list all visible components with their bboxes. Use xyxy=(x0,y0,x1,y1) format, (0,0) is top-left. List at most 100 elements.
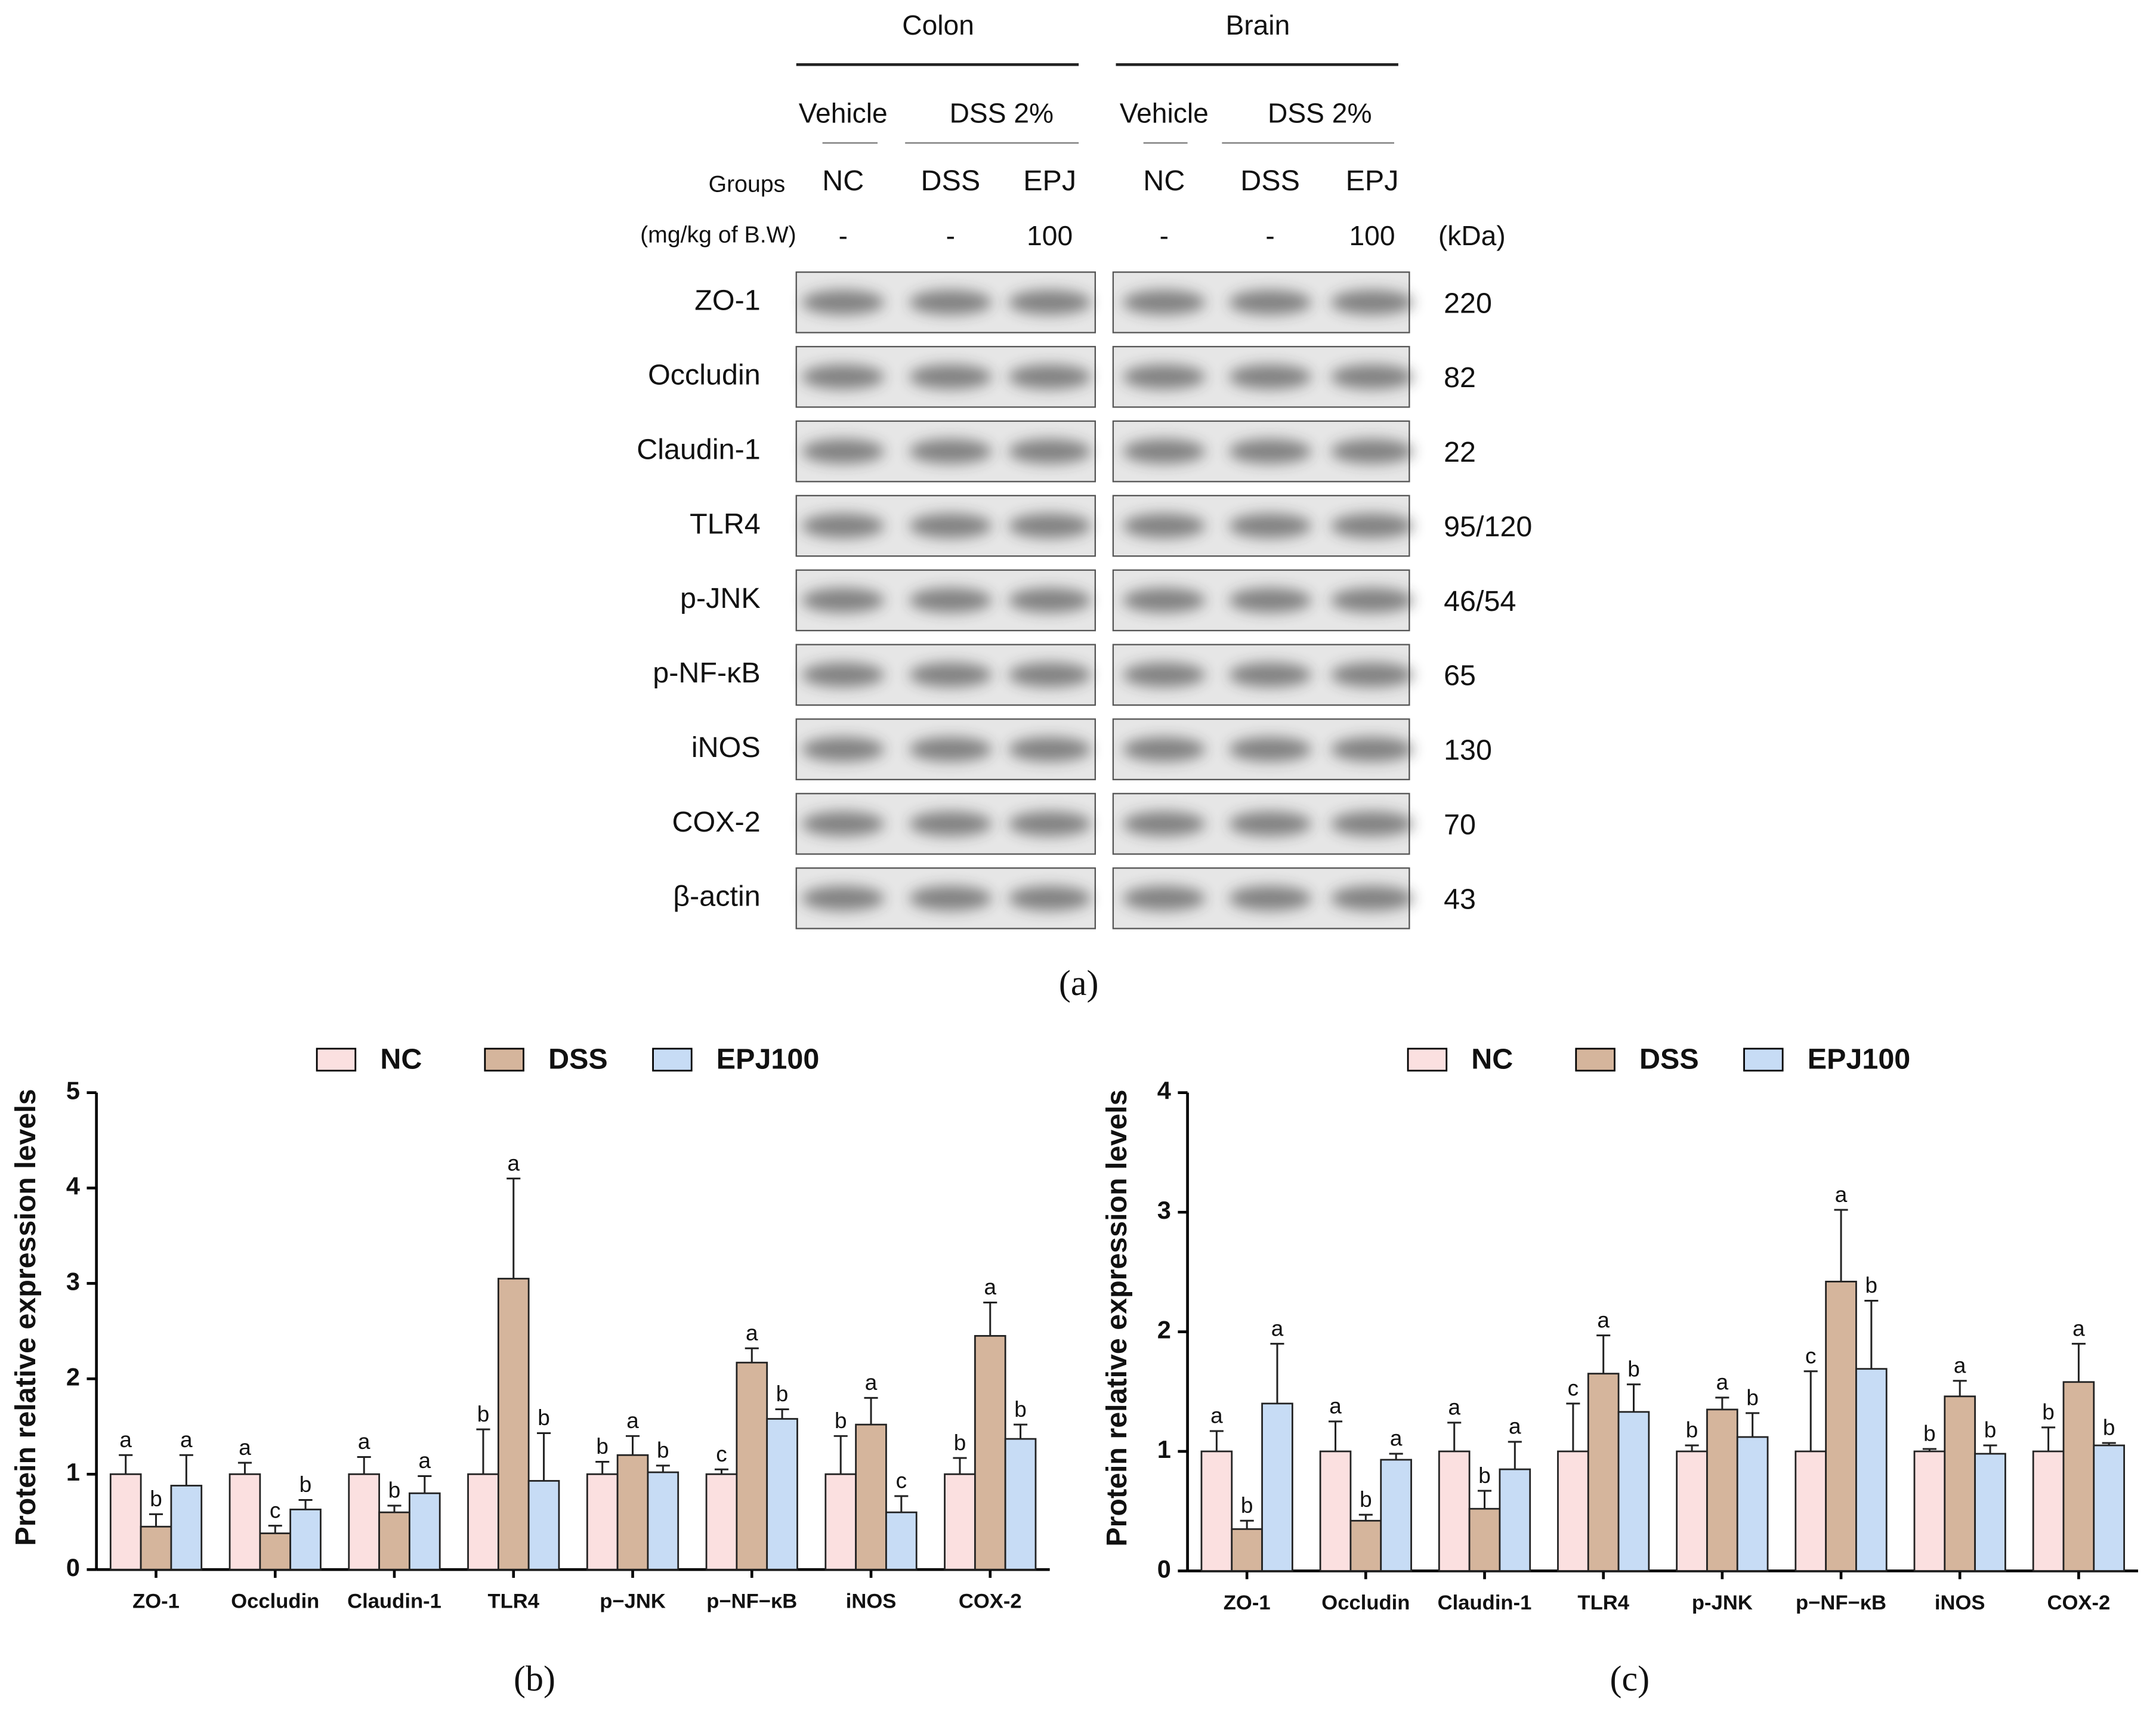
error-bar xyxy=(1803,1370,1818,1452)
band xyxy=(909,438,992,464)
bar xyxy=(1855,1368,1888,1572)
bar xyxy=(1974,1453,2006,1572)
bar xyxy=(1736,1436,1769,1572)
error-bar xyxy=(418,1475,432,1494)
error-bar xyxy=(1477,1490,1492,1509)
bar xyxy=(586,1473,619,1571)
band xyxy=(1123,290,1206,315)
x-tick-label: TLR4 xyxy=(1577,1592,1629,1614)
significance-letter: c xyxy=(1805,1343,1816,1368)
significance-letter: a xyxy=(419,1448,431,1473)
significance-letter: a xyxy=(984,1275,997,1299)
protein-label: iNOS xyxy=(691,731,761,764)
band xyxy=(909,588,992,613)
error-bar xyxy=(595,1460,610,1475)
significance-letter: a xyxy=(1271,1316,1284,1340)
lane-label: DSS xyxy=(1240,165,1300,197)
protein-label: Claudin-1 xyxy=(637,433,761,465)
bar xyxy=(378,1511,410,1571)
treatment-label: Vehicle xyxy=(1120,98,1209,129)
bar xyxy=(259,1532,292,1571)
legend-swatch xyxy=(1743,1048,1784,1072)
significance-letter: b xyxy=(150,1487,162,1511)
significance-letter: b xyxy=(1627,1357,1640,1382)
error-bar xyxy=(1746,1412,1760,1437)
significance-letter: b xyxy=(1478,1463,1491,1488)
bar xyxy=(1794,1450,1827,1572)
band xyxy=(1228,290,1312,315)
error-bar xyxy=(387,1504,401,1513)
kda-label: 43 xyxy=(1444,883,1476,915)
dose-label: - xyxy=(1160,220,1169,251)
significance-letter: b xyxy=(1984,1418,1997,1442)
error-bar xyxy=(864,1396,878,1425)
dose-header: (mg/kg of B.W) xyxy=(640,223,796,248)
band xyxy=(909,737,992,762)
band xyxy=(801,364,885,390)
significance-letter: a xyxy=(358,1429,370,1454)
x-tick-label: p−NF−κB xyxy=(706,1590,797,1613)
lane-label: EPJ xyxy=(1346,165,1399,197)
error-bar xyxy=(1953,1380,1967,1396)
bar xyxy=(1231,1528,1263,1572)
band xyxy=(1330,886,1414,911)
bar xyxy=(1913,1450,1946,1572)
bar xyxy=(1380,1459,1412,1572)
band xyxy=(909,811,992,836)
significance-letter: b xyxy=(1360,1487,1372,1512)
y-tick-label: 0 xyxy=(1157,1555,1171,1583)
bar xyxy=(1349,1519,1382,1572)
band xyxy=(1008,811,1091,836)
significance-letter: a xyxy=(626,1408,639,1433)
band xyxy=(1123,662,1206,687)
protein-label: TLR4 xyxy=(690,508,761,540)
significance-letter: b xyxy=(2042,1400,2055,1425)
legend-label: DSS xyxy=(1639,1043,1699,1076)
band xyxy=(909,364,992,390)
bar xyxy=(1587,1373,1620,1572)
dose-label: - xyxy=(1265,220,1274,251)
error-bar xyxy=(2041,1426,2056,1452)
band xyxy=(801,513,885,539)
error-bar xyxy=(1922,1448,1936,1452)
significance-letter: b xyxy=(538,1405,550,1430)
significance-letter: a xyxy=(119,1427,132,1452)
band xyxy=(909,513,992,539)
x-tick-label: p−NF−κB xyxy=(1796,1592,1886,1614)
bar xyxy=(1617,1411,1650,1572)
significance-letter: b xyxy=(1865,1273,1878,1297)
kda-label: 95/120 xyxy=(1444,511,1532,543)
band xyxy=(1330,438,1414,464)
bar xyxy=(736,1361,768,1571)
error-bar xyxy=(625,1435,640,1456)
bar xyxy=(140,1525,172,1571)
bar xyxy=(2062,1381,2095,1572)
significance-letter: c xyxy=(1568,1376,1579,1401)
band xyxy=(1228,364,1312,390)
bar xyxy=(170,1485,203,1571)
bar xyxy=(1261,1402,1293,1572)
significance-letter: b xyxy=(2103,1416,2115,1440)
significance-letter: a xyxy=(1954,1353,1966,1377)
significance-letter: a xyxy=(746,1321,758,1345)
band xyxy=(1228,588,1312,613)
error-bar xyxy=(476,1428,490,1475)
band xyxy=(801,886,885,911)
significance-letter: b xyxy=(835,1408,847,1433)
band xyxy=(801,438,885,464)
error-bar xyxy=(1328,1420,1343,1452)
bar xyxy=(1004,1438,1037,1571)
protein-label: p-JNK xyxy=(680,582,761,614)
band xyxy=(1008,364,1091,390)
lane-label: DSS xyxy=(921,165,981,197)
significance-letter: a xyxy=(865,1370,878,1395)
error-bar xyxy=(149,1513,163,1527)
error-bar xyxy=(745,1347,759,1363)
significance-letter: a xyxy=(1210,1404,1223,1428)
error-bar xyxy=(1447,1422,1462,1452)
error-bar xyxy=(1014,1423,1028,1439)
band xyxy=(801,588,885,613)
legend-swatch xyxy=(316,1048,357,1072)
legend-label: NC xyxy=(380,1043,422,1076)
kda-label: 65 xyxy=(1444,660,1476,692)
